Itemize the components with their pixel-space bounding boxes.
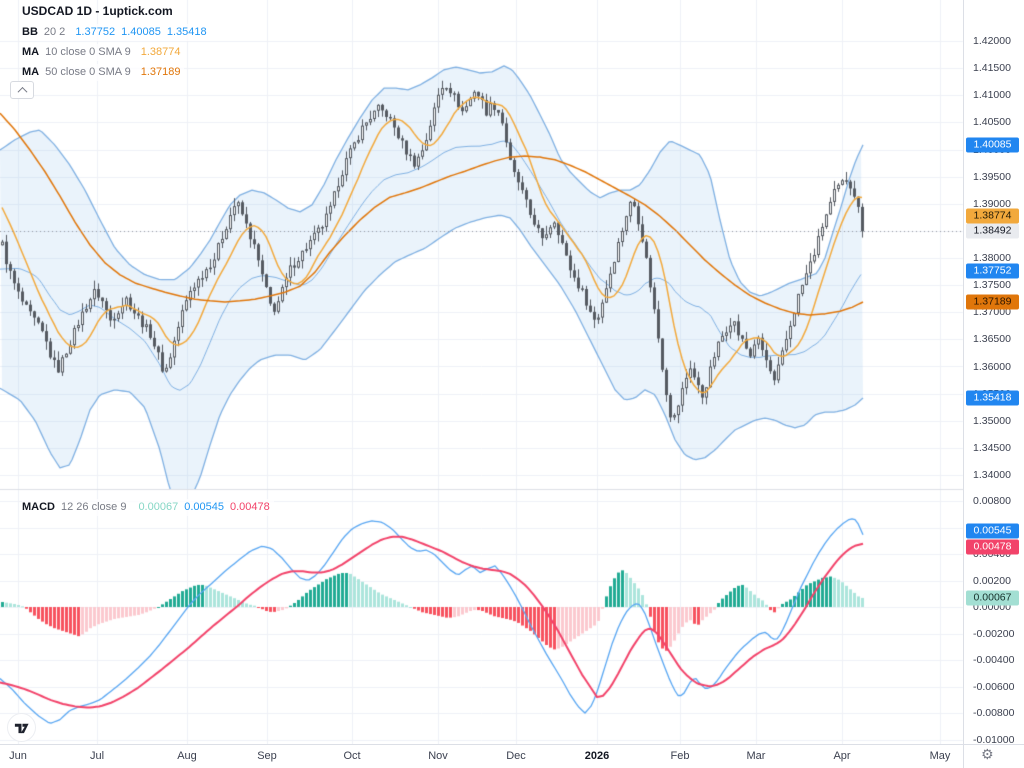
time-label: Aug bbox=[177, 750, 197, 762]
price-tick-label: 1.38000 bbox=[973, 252, 1011, 264]
bb-basis-value: 1.37752 bbox=[75, 26, 116, 38]
ma50-value: 1.37189 bbox=[140, 66, 181, 78]
symbol-title: USDCAD 1D - 1uptick.com bbox=[22, 4, 173, 18]
time-label: Nov bbox=[428, 750, 448, 762]
ma10-value: 1.38774 bbox=[140, 46, 181, 58]
legend-collapse-button[interactable] bbox=[10, 81, 34, 99]
price-tag: 1.37189 bbox=[966, 294, 1019, 310]
macd-tag: 0.00478 bbox=[966, 539, 1019, 555]
indicator-legend: USDCAD 1D - 1uptick.com BB 20 2 1.37752 … bbox=[22, 4, 211, 84]
price-tick-label: 1.35000 bbox=[973, 414, 1011, 427]
macd-tag: 0.00545 bbox=[966, 523, 1019, 539]
bb-lower-value: 1.35418 bbox=[166, 26, 207, 38]
price-tick-label: 1.34000 bbox=[973, 469, 1011, 481]
time-label: Jun bbox=[9, 750, 27, 762]
bb-label: BB bbox=[22, 26, 38, 38]
price-axis[interactable]: 1.420001.415001.410001.405001.400001.395… bbox=[963, 0, 1024, 746]
ma10-params: 10 close 0 SMA 9 bbox=[45, 46, 131, 58]
legend-row-macd[interactable]: MACD 12 26 close 9 0.00067 0.00545 0.004… bbox=[22, 499, 274, 516]
price-tick-label: 1.36500 bbox=[973, 333, 1011, 346]
price-tick-label: 1.41000 bbox=[973, 89, 1011, 102]
bb-upper-value: 1.40085 bbox=[121, 26, 161, 38]
tradingview-logo-glyph bbox=[14, 723, 29, 734]
macd-params: 12 26 close 9 bbox=[61, 501, 127, 513]
price-tag: 1.40085 bbox=[966, 137, 1019, 153]
price-tag: 1.35418 bbox=[966, 390, 1019, 406]
ma50-params: 50 close 0 SMA 9 bbox=[45, 66, 131, 78]
macd-legend: MACD 12 26 close 9 0.00067 0.00545 0.004… bbox=[22, 499, 274, 519]
price-tick-label: 1.41500 bbox=[973, 62, 1011, 75]
macd-tick-label: 0.00800 bbox=[973, 495, 1011, 507]
price-tick-label: 1.34500 bbox=[973, 441, 1011, 454]
macd-signal-value: 0.00478 bbox=[229, 501, 270, 513]
time-label: 2026 bbox=[584, 750, 610, 762]
price-tag: 1.38492 bbox=[966, 223, 1019, 239]
macd-tag: 0.00067 bbox=[966, 590, 1019, 606]
chevron-up-icon bbox=[17, 86, 27, 97]
macd-tick-label: -0.00400 bbox=[973, 654, 1015, 666]
price-tick-label: 1.39000 bbox=[973, 197, 1011, 210]
gear-icon[interactable]: ⚙ bbox=[981, 747, 994, 763]
axis-vertical-border bbox=[963, 0, 964, 768]
price-tick-label: 1.36000 bbox=[973, 360, 1011, 373]
macd-line-value: 0.00545 bbox=[184, 501, 224, 513]
time-axis[interactable]: Jun Jul Aug Sep Oct Nov Dec 2026 Feb Mar Apr May bbox=[0, 744, 1024, 768]
macd-tick-label: -0.00600 bbox=[973, 680, 1015, 693]
time-label: May bbox=[929, 750, 951, 762]
macd-tick-label: -0.01000 bbox=[973, 733, 1015, 746]
time-label: Sep bbox=[257, 750, 277, 762]
time-label: Feb bbox=[670, 750, 690, 762]
time-label: Oct bbox=[343, 750, 361, 762]
price-tag: 1.37752 bbox=[966, 263, 1019, 279]
ma10-label: MA bbox=[22, 46, 40, 58]
legend-row-ma50[interactable]: MA 50 close 0 SMA 9 1.37189 bbox=[22, 64, 185, 81]
axis-horizontal-border bbox=[0, 744, 1024, 745]
time-label: Mar bbox=[746, 750, 766, 762]
legend-row-bb[interactable]: BB 20 2 1.37752 1.40085 1.35418 bbox=[22, 24, 211, 41]
legend-row-ma10[interactable]: MA 10 close 0 SMA 9 1.38774 bbox=[22, 44, 185, 61]
macd-hist-value: 0.00067 bbox=[138, 501, 179, 513]
bb-params: 20 2 bbox=[43, 26, 66, 38]
time-label: Jul bbox=[89, 750, 105, 762]
time-label: Apr bbox=[833, 750, 851, 762]
price-tick-label: 1.40500 bbox=[973, 116, 1011, 129]
price-tick-label: 1.39500 bbox=[973, 170, 1011, 183]
ma50-label: MA bbox=[22, 66, 40, 78]
macd-label: MACD bbox=[22, 501, 55, 513]
macd-tick-label: -0.00200 bbox=[973, 627, 1015, 640]
time-label: Dec bbox=[506, 750, 526, 762]
price-tag: 1.38774 bbox=[966, 208, 1019, 224]
price-tick-label: 1.37500 bbox=[973, 279, 1011, 292]
tradingview-logo[interactable] bbox=[7, 713, 36, 742]
macd-tick-label: -0.00800 bbox=[973, 707, 1015, 719]
price-tick-label: 1.42000 bbox=[973, 35, 1011, 47]
macd-tick-label: 0.00200 bbox=[973, 574, 1011, 587]
